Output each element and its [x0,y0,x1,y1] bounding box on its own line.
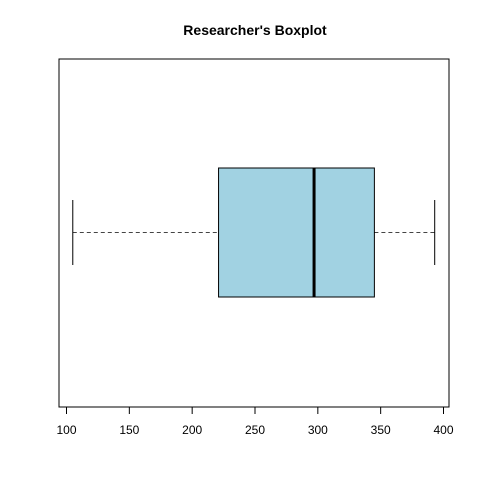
chart-title: Researcher's Boxplot [183,22,327,38]
boxplot-marks [72,167,436,298]
iqr-box [218,167,375,298]
x-axis: 100 150 200 250 300 350 400 [56,406,454,437]
x-tick-label: 250 [245,423,265,437]
x-tick-label: 200 [182,423,202,437]
x-tick-label: 400 [433,423,453,437]
x-tick-label: 150 [119,423,139,437]
x-tick-label: 100 [56,423,76,437]
x-tick-label: 300 [308,423,328,437]
x-tick-label: 350 [371,423,391,437]
